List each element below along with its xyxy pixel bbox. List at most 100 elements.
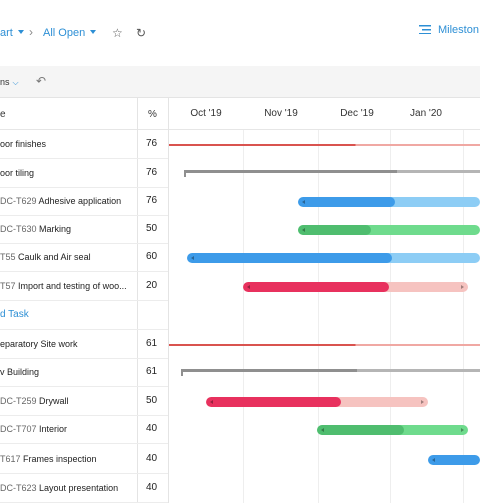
task-name[interactable]: v Building — [0, 367, 39, 377]
table-row[interactable]: DC-T259 Drywall 50 — [0, 387, 168, 416]
chevron-right-icon: › — [29, 25, 33, 39]
task-name-header[interactable]: e — [0, 109, 6, 120]
bar-start-handle-icon[interactable] — [209, 400, 213, 404]
task-name[interactable]: DC-T259 Drywall — [0, 396, 69, 406]
bar-end-handle-icon[interactable] — [460, 285, 464, 289]
refresh-icon[interactable]: ↻ — [136, 26, 147, 40]
task-title: Import and testing of woo... — [18, 281, 127, 291]
task-name[interactable]: DC-T623 Layout presentation — [0, 483, 118, 493]
undo-icon[interactable]: ↶ — [36, 74, 47, 88]
task-name[interactable]: DC-T630 Marking — [0, 224, 71, 234]
month-label: Dec '19 — [340, 108, 374, 119]
task-bar[interactable] — [298, 197, 480, 207]
bar-end-handle-icon[interactable] — [460, 428, 464, 432]
summary-progress — [184, 170, 398, 173]
task-title: Layout presentation — [39, 483, 119, 493]
task-bar[interactable] — [427, 455, 480, 465]
month-label: Oct '19 — [190, 108, 222, 119]
task-bar[interactable] — [298, 225, 480, 235]
task-bar[interactable] — [316, 425, 468, 435]
percent-header[interactable]: % — [148, 109, 157, 120]
task-code: DC-T623 — [0, 483, 37, 493]
table-row[interactable]: DC-T707 Interior 40 — [0, 415, 168, 444]
table-row[interactable]: T57 Import and testing of woo... 20 — [0, 272, 168, 301]
percent-complete: 76 — [146, 195, 158, 206]
task-name[interactable]: T617 Frames inspection — [0, 454, 97, 464]
task-title: oor tiling — [0, 168, 35, 178]
table-row[interactable]: oor tiling 76 — [0, 159, 168, 188]
task-title: Frames inspection — [23, 454, 97, 464]
milestones-label: Mileston — [438, 24, 479, 36]
summary-start-tick — [184, 170, 187, 177]
task-name[interactable]: T55 Caulk and Air seal — [0, 252, 91, 262]
table-row[interactable]: eparatory Site work 61 — [0, 330, 168, 359]
options-dropdown[interactable]: ns ⌵ — [0, 77, 19, 88]
bar-start-handle-icon[interactable] — [191, 256, 195, 260]
task-title: oor finishes — [0, 139, 47, 149]
task-code: T617 — [0, 454, 21, 464]
bar-start-handle-icon[interactable] — [246, 285, 250, 289]
task-bar[interactable] — [242, 282, 468, 292]
bar-start-handle-icon[interactable] — [431, 458, 435, 462]
summary-bar[interactable] — [181, 369, 480, 376]
bar-start-handle-icon[interactable] — [302, 200, 306, 204]
percent-complete: 60 — [146, 251, 158, 262]
table-row[interactable]: T617 Frames inspection 40 — [0, 445, 168, 474]
task-progress — [205, 397, 342, 407]
task-code: T57 — [0, 281, 16, 291]
percent-complete: 50 — [146, 223, 158, 234]
table-header: e % Oct '19 Nov '19 Dec '19 Jan '20 — [0, 98, 480, 130]
month-gridline — [390, 130, 391, 503]
month-gridline — [243, 130, 244, 503]
table-row[interactable]: oor finishes 76 — [0, 130, 168, 159]
task-name[interactable]: oor tiling — [0, 168, 34, 178]
task-bar[interactable] — [205, 397, 428, 407]
summary-bar[interactable] — [169, 144, 480, 146]
table-row[interactable]: T55 Caulk and Air seal 60 — [0, 243, 168, 272]
table-row[interactable]: DC-T630 Marking 50 — [0, 215, 168, 244]
task-name[interactable]: d Task — [0, 309, 29, 320]
task-name[interactable]: DC-T707 Interior — [0, 424, 67, 434]
caret-down-icon — [17, 30, 24, 34]
task-name[interactable]: oor finishes — [0, 139, 46, 149]
task-title: Caulk and Air seal — [18, 252, 91, 262]
view-label: All Open — [43, 27, 86, 39]
milestones-icon — [419, 25, 431, 34]
task-title: Drywall — [39, 396, 69, 406]
task-name[interactable]: DC-T629 Adhesive application — [0, 196, 121, 206]
task-title: eparatory Site work — [0, 339, 78, 349]
milestones-button[interactable]: Mileston — [419, 24, 479, 36]
bar-end-handle-icon[interactable] — [420, 400, 424, 404]
group-row[interactable]: d Task — [0, 301, 168, 330]
task-title: Adhesive application — [38, 196, 122, 206]
task-progress — [298, 197, 395, 207]
task-code: T55 — [0, 252, 16, 262]
summary-progress — [181, 369, 358, 372]
project-dropdown[interactable]: art — [0, 27, 24, 39]
star-icon[interactable]: ☆ — [112, 26, 123, 40]
percent-complete: 61 — [146, 338, 158, 349]
table-row[interactable]: DC-T629 Adhesive application 76 — [0, 187, 168, 216]
summary-bar[interactable] — [169, 344, 480, 346]
pane-divider[interactable] — [168, 98, 169, 503]
percent-complete: 50 — [146, 395, 158, 406]
task-bar[interactable] — [187, 253, 480, 263]
top-toolbar: art › All Open ☆ ↻ Mileston — [0, 0, 480, 66]
table-row[interactable]: v Building 61 — [0, 358, 168, 387]
task-code: DC-T707 — [0, 424, 37, 434]
month-label: Jan '20 — [410, 108, 442, 119]
summary-bar[interactable] — [184, 170, 480, 177]
caret-down-icon — [90, 30, 97, 34]
task-progress — [427, 455, 480, 465]
table-row[interactable]: DC-T623 Layout presentation 40 — [0, 474, 168, 503]
task-name[interactable]: T57 Import and testing of woo... — [0, 281, 127, 291]
task-name[interactable]: eparatory Site work — [0, 339, 78, 349]
percent-complete: 76 — [146, 167, 158, 178]
task-progress — [242, 282, 389, 292]
month-gridline — [463, 130, 464, 503]
view-dropdown[interactable]: All Open — [43, 27, 97, 39]
chevron-down-icon: ⌵ — [12, 78, 19, 87]
bar-start-handle-icon[interactable] — [320, 428, 324, 432]
bar-start-handle-icon[interactable] — [302, 228, 306, 232]
percent-complete: 40 — [146, 453, 158, 464]
